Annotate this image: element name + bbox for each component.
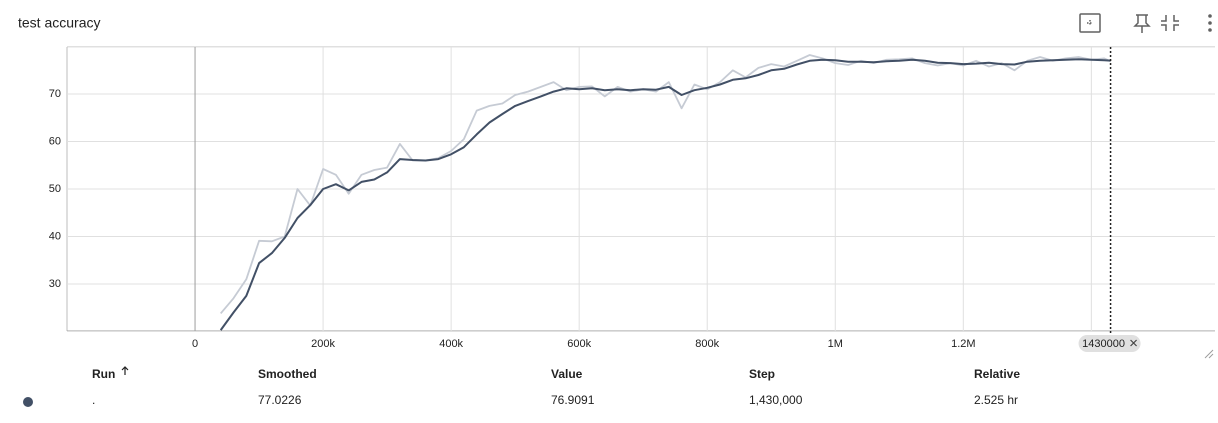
x-tick-label: 600k (567, 338, 591, 350)
card-title: test accuracy (18, 15, 100, 31)
y-tick-label: 40 (49, 230, 61, 242)
column-header[interactable]: Step (749, 367, 775, 381)
x-tick-label: 800k (695, 338, 719, 350)
x-tick-label: 1.2M (951, 338, 975, 350)
y-tick-label: 70 (49, 88, 61, 100)
x-tick-label: 200k (311, 338, 335, 350)
column-header[interactable]: Value (551, 367, 583, 381)
y-tick-label: 30 (49, 278, 61, 290)
x-tick-label: 0 (192, 338, 198, 350)
x-tick-label: 1M (828, 338, 843, 350)
column-header[interactable]: Run (92, 367, 115, 381)
pin-button[interactable] (1133, 14, 1151, 33)
column-header[interactable]: Relative (974, 367, 1020, 381)
table-cell: 1,430,000 (749, 393, 803, 407)
sort-arrow[interactable] (121, 366, 129, 375)
grid (67, 46, 1215, 332)
fit-domain-button[interactable] (1079, 13, 1101, 33)
y-tick-label: 50 (49, 183, 61, 195)
data-table: Run Smoothed Value Step Relative. 77.0226 76.9… (23, 366, 1020, 407)
step-chip-close[interactable] (1130, 339, 1137, 347)
table-cell: 76.9091 (551, 393, 595, 407)
run-color-dot (23, 397, 33, 407)
more-button[interactable] (1208, 14, 1212, 32)
column-header[interactable]: Smoothed (258, 367, 317, 381)
step-chip-label: 1430000 (1082, 338, 1125, 350)
x-tick-label: 400k (439, 338, 463, 350)
collapse-button[interactable] (1161, 15, 1179, 31)
fit-icon (1087, 20, 1093, 26)
step-chip[interactable] (1078, 335, 1141, 352)
table-cell: . (92, 393, 95, 407)
series-line (219, 58, 1111, 331)
resize-handle[interactable] (1204, 349, 1214, 359)
table-cell: 77.0226 (258, 393, 302, 407)
toolbar (1079, 13, 1212, 33)
plot-area (219, 54, 1111, 331)
axes: 30405060700200k400k600k800k1M1.2M1.4M143… (49, 47, 1141, 352)
table-cell: 2.525 hr (974, 393, 1018, 407)
y-tick-label: 60 (49, 135, 61, 147)
